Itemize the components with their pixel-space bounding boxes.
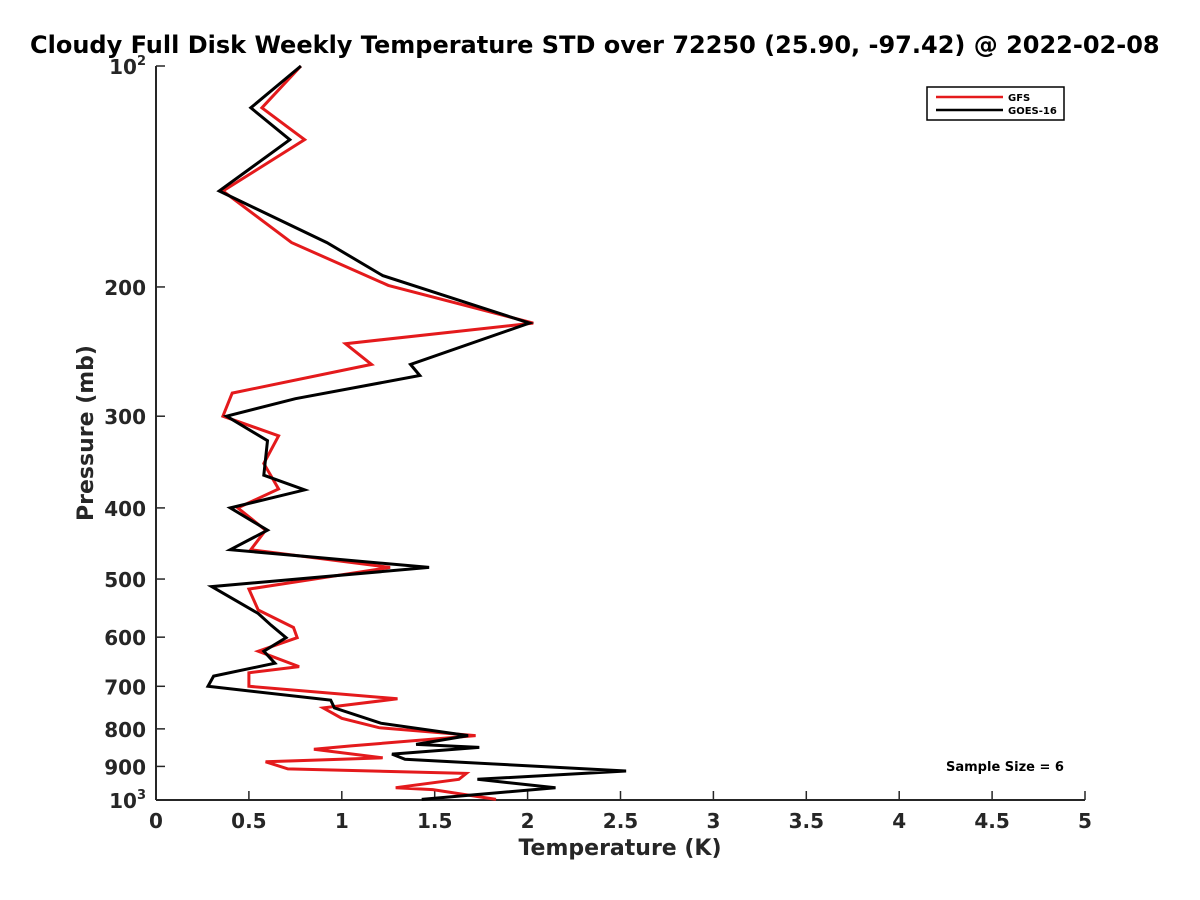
axes: 0 0.5 1 1.5 2 2.5 3 3.5 4 4.5 5 102 200 300 400 500 600 7… (104, 54, 1092, 833)
legend-label-goes-16: GOES-16 (1008, 106, 1057, 117)
legend-label-gfs: GFS (1008, 93, 1030, 104)
series-line-gfs (220, 64, 534, 801)
legend-box (926, 86, 1065, 121)
y-tick-label: 400 (104, 497, 146, 521)
x-tick-label: 0.5 (231, 809, 266, 833)
y-tick-label: 500 (104, 568, 146, 592)
x-tick-label: 4.5 (974, 809, 1009, 833)
y-tick-label: 900 (104, 755, 146, 779)
chart-title: Cloudy Full Disk Weekly Temperature STD … (30, 31, 1160, 59)
y-tick-label: 700 (104, 675, 146, 699)
series-lines (205, 64, 627, 801)
y-axis-title: Pressure (mb) (74, 345, 99, 521)
x-tick-label: 3 (706, 809, 720, 833)
x-tick-label: 4 (892, 809, 906, 833)
series-line-goes-16 (205, 64, 627, 801)
x-tick-label: 0 (149, 809, 163, 833)
x-tick-label: 5 (1078, 809, 1092, 833)
x-tick-label: 3.5 (789, 809, 824, 833)
x-tick-label: 1 (335, 809, 349, 833)
y-tick-label: 600 (104, 626, 146, 650)
y-tick-label: 300 (104, 405, 146, 429)
x-tick-label: 2.5 (603, 809, 638, 833)
y-tick-label: 200 (104, 276, 146, 300)
x-axis-title: Temperature (K) (518, 836, 721, 861)
y-tick-label: 103 (109, 788, 146, 813)
x-tick-label: 2 (521, 809, 535, 833)
y-tick-label: 800 (104, 718, 146, 742)
y-tick-label: 102 (109, 54, 146, 79)
legend: GFS GOES-16 (926, 86, 1065, 121)
sample-size-annotation: Sample Size = 6 (946, 760, 1064, 775)
x-tick-label: 1.5 (417, 809, 452, 833)
